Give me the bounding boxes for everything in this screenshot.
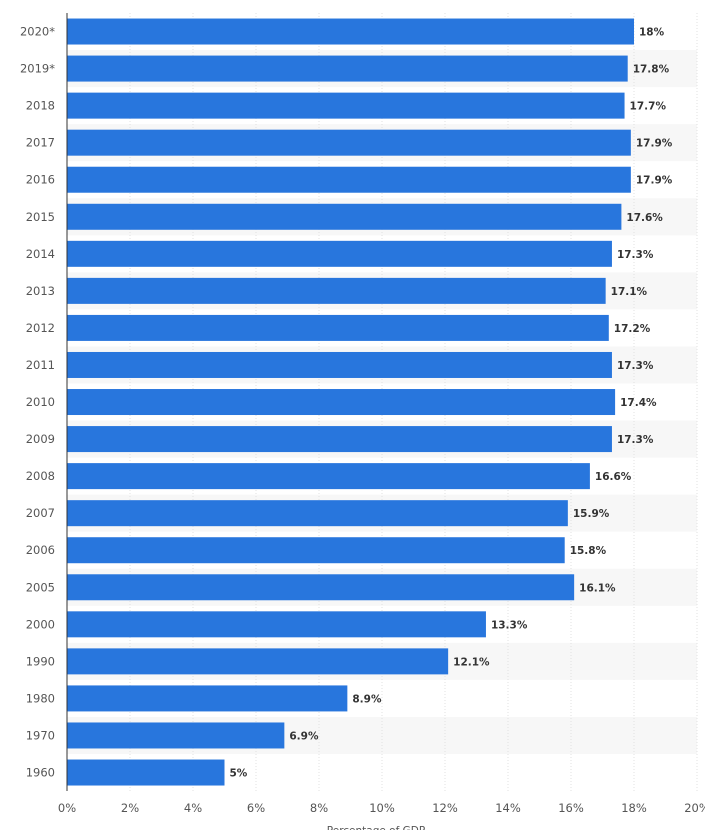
bar (67, 426, 612, 453)
category-label: 1990 (26, 654, 55, 668)
data-label: 17.4% (620, 397, 657, 409)
data-label: 6.9% (289, 730, 319, 742)
category-label: 2016 (26, 173, 55, 187)
category-label: 2009 (26, 432, 55, 446)
category-label: 2011 (26, 358, 55, 372)
data-label: 17.7% (630, 101, 667, 113)
bar (67, 351, 612, 378)
category-label: 2006 (26, 543, 55, 557)
bar (67, 574, 575, 601)
category-label: 2012 (26, 321, 55, 335)
category-label: 2019* (20, 62, 55, 76)
category-label: 2018 (26, 99, 55, 113)
x-tick-label: 0% (58, 801, 76, 815)
category-label: 2007 (26, 506, 55, 520)
category-label: 2008 (26, 469, 55, 483)
data-label: 15.9% (573, 508, 610, 520)
x-tick-label: 6% (247, 801, 265, 815)
bar (67, 277, 606, 304)
bar (67, 500, 568, 527)
x-tick-label: 2% (121, 801, 139, 815)
data-label: 15.8% (570, 545, 607, 557)
bar (67, 685, 348, 712)
data-label: 5% (230, 768, 248, 780)
x-tick-label: 18% (621, 801, 647, 815)
data-label: 8.9% (352, 693, 382, 705)
data-label: 17.8% (633, 64, 670, 76)
bar (67, 463, 590, 490)
bar (67, 648, 449, 675)
data-label: 17.3% (617, 434, 654, 446)
bar (67, 55, 628, 82)
category-label: 2017 (26, 136, 55, 150)
x-tick-label: 10% (369, 801, 395, 815)
data-label: 17.3% (617, 360, 654, 372)
x-tick-label: 14% (495, 801, 521, 815)
data-label: 16.1% (579, 582, 616, 594)
data-label: 17.9% (636, 175, 673, 187)
data-label: 18% (639, 27, 665, 39)
data-label: 13.3% (491, 619, 528, 631)
category-label: 1970 (26, 728, 55, 742)
data-label: 17.6% (626, 212, 663, 224)
bar (67, 759, 225, 786)
category-label: 2015 (26, 210, 55, 224)
x-tick-label: 8% (310, 801, 328, 815)
category-label: 2005 (26, 580, 55, 594)
data-label: 17.2% (614, 323, 651, 335)
bar (67, 129, 631, 156)
bar (67, 203, 622, 230)
category-label: 2000 (26, 617, 55, 631)
bar (67, 92, 625, 119)
category-label: 1960 (26, 766, 55, 780)
bar (67, 240, 612, 267)
data-label: 17.9% (636, 138, 673, 150)
bar (67, 18, 634, 45)
bar (67, 722, 285, 749)
x-tick-label: 20% (684, 801, 705, 815)
data-label: 17.1% (611, 286, 648, 298)
data-label: 12.1% (453, 656, 490, 668)
category-label: 2014 (26, 247, 55, 261)
data-label: 16.6% (595, 471, 632, 483)
x-tick-label: 4% (184, 801, 202, 815)
bar (67, 537, 565, 564)
bar (67, 314, 609, 341)
bar (67, 166, 631, 193)
category-label: 2010 (26, 395, 55, 409)
data-label: 17.3% (617, 249, 654, 261)
x-tick-label: 12% (432, 801, 458, 815)
category-label: 1980 (26, 691, 55, 705)
category-label: 2020* (20, 25, 55, 39)
category-label: 2013 (26, 284, 55, 298)
bar (67, 389, 616, 416)
bar (67, 611, 486, 638)
x-axis-title: Percentage of GDP (327, 825, 425, 830)
x-tick-label: 16% (558, 801, 584, 815)
